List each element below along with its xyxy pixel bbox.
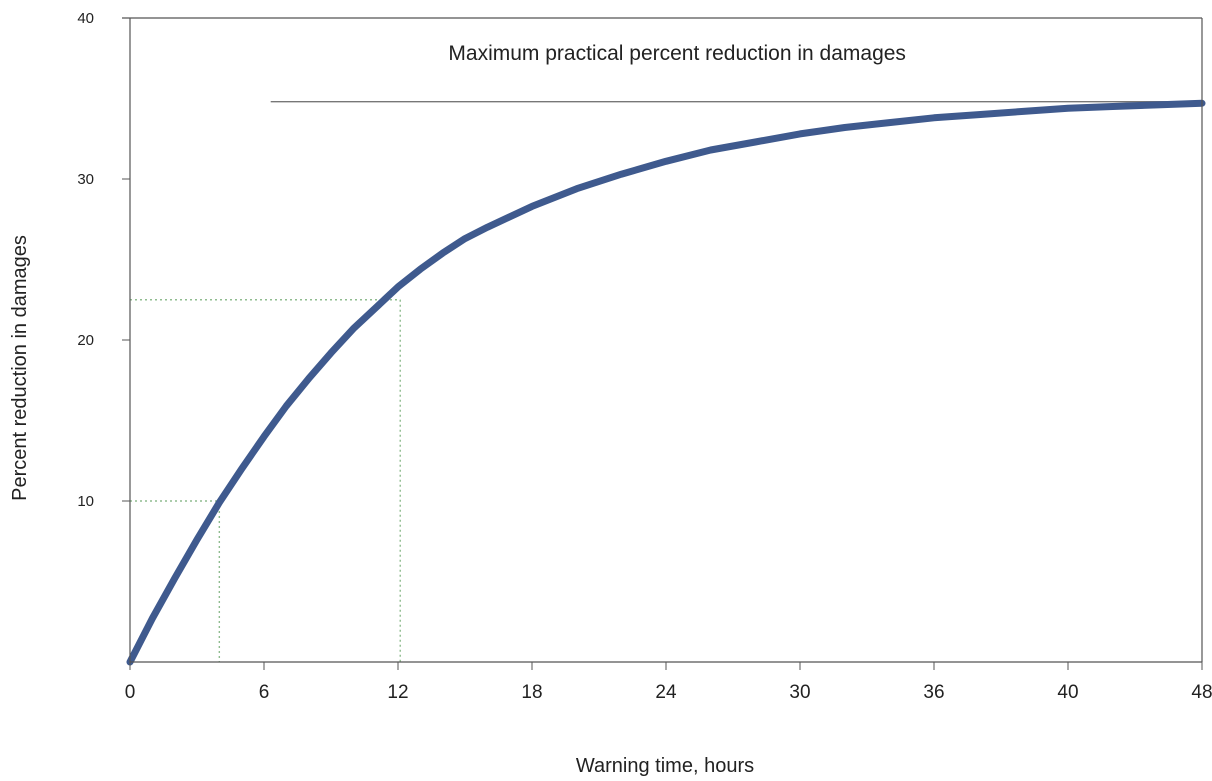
y-tick-label: 30 [77,171,94,188]
y-tick-label: 10 [77,493,94,510]
y-tick-label: 20 [77,332,94,349]
x-tick-label: 24 [655,682,677,703]
x-tick-label: 18 [521,682,542,703]
x-tick-label: 36 [923,682,944,703]
x-tick-label: 48 [1191,682,1212,703]
x-tick-label: 40 [1057,682,1078,703]
y-ticks: 10 20 30 40 [77,10,130,510]
x-axis-title: Warning time, hours [576,755,754,776]
max-reduction-annotation: Maximum practical percent reduction in d… [448,42,906,65]
y-axis-title: Percent reduction in damages [9,235,31,501]
x-ticks: 0 6 12 18 24 30 36 40 48 [125,662,1212,703]
series-line [126,99,1206,666]
axes [122,17,1203,663]
guide-lines [130,299,401,662]
y-tick-label: 40 [77,10,94,27]
x-tick-label: 0 [125,682,136,703]
x-tick-label: 6 [259,682,270,703]
x-tick-label: 12 [387,682,408,703]
series-group [126,99,1206,666]
x-tick-label: 30 [789,682,810,703]
